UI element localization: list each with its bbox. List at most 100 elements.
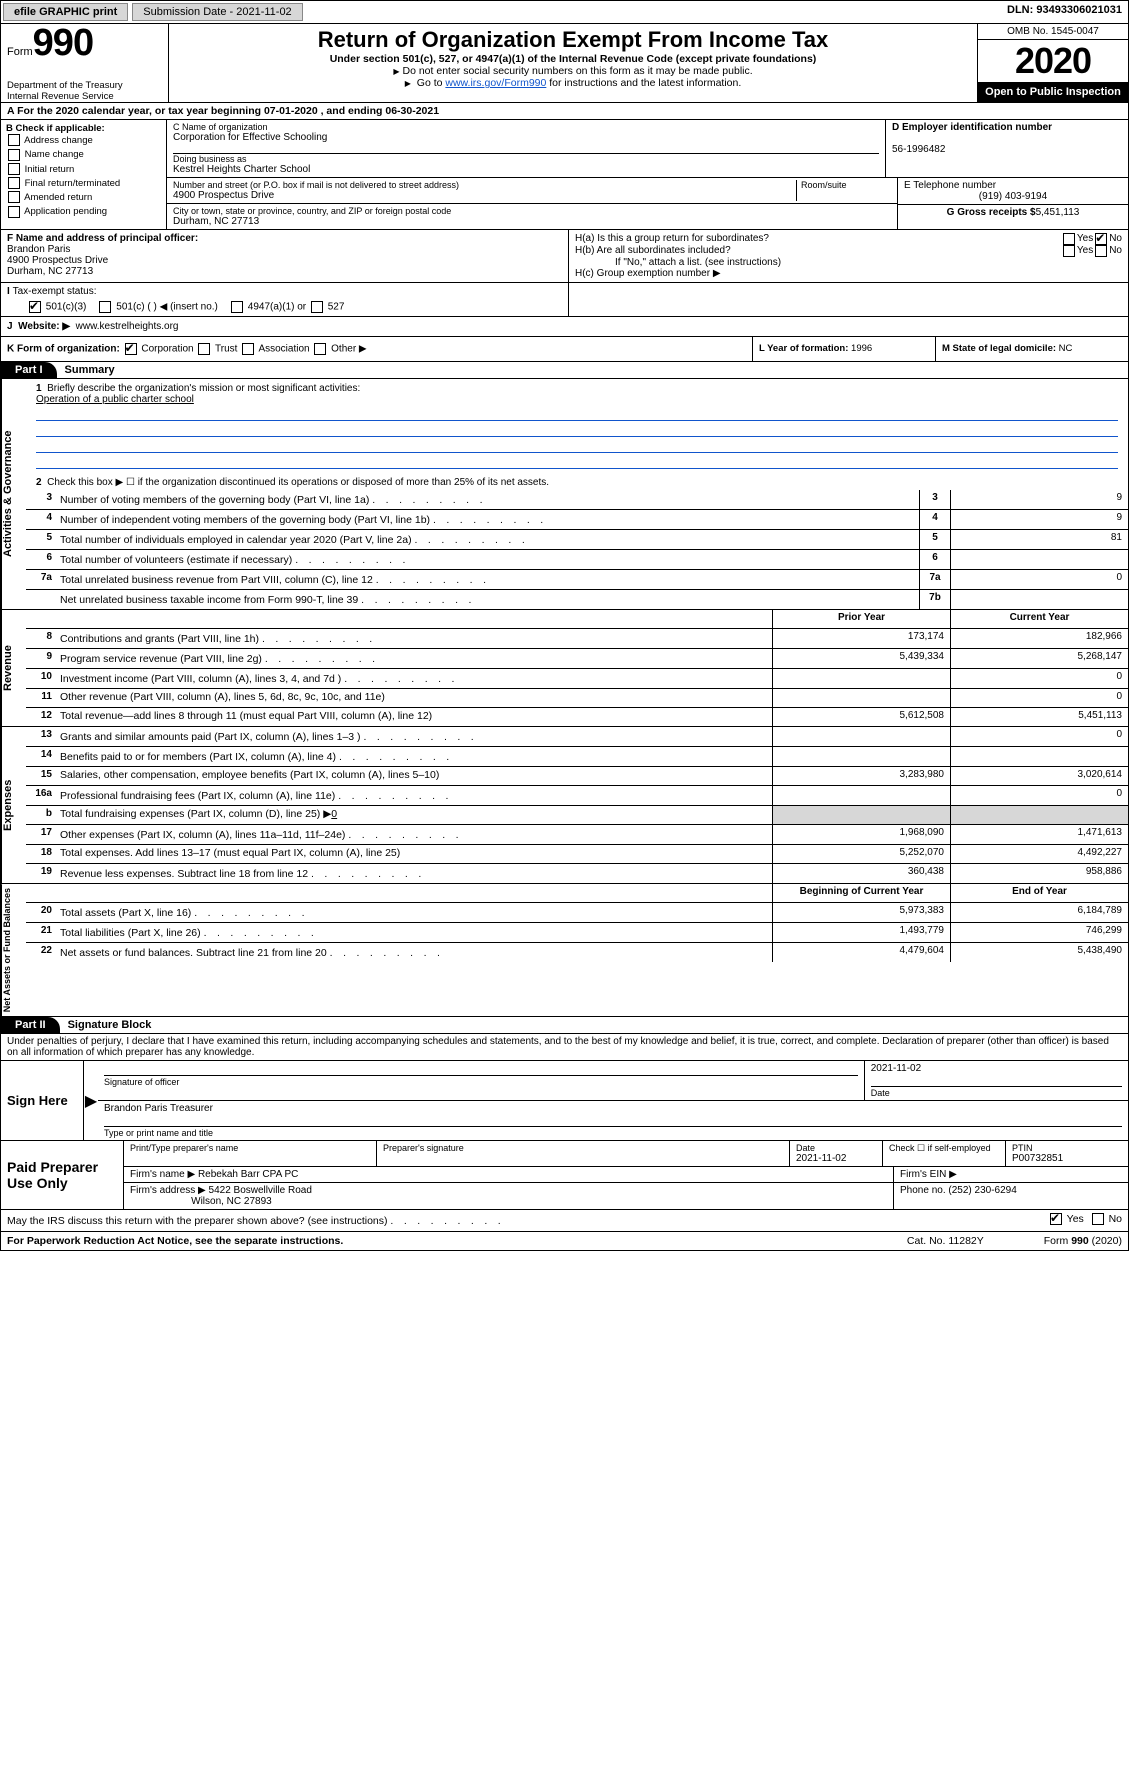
line-21: 21Total liabilities (Part X, line 26) 1,… bbox=[26, 922, 1128, 942]
l20-text: Total assets (Part X, line 16) bbox=[56, 903, 772, 922]
l7a-value: 0 bbox=[950, 570, 1128, 589]
cb-address-change[interactable]: Address change bbox=[6, 134, 161, 148]
l8-text: Contributions and grants (Part VIII, lin… bbox=[56, 629, 772, 648]
ptin-value: P00732851 bbox=[1012, 1153, 1063, 1164]
l12-curr: 5,451,113 bbox=[950, 708, 1128, 726]
l16a-curr: 0 bbox=[950, 786, 1128, 805]
block-h: H(a) Is this a group return for subordin… bbox=[569, 230, 1128, 282]
cb-final[interactable]: Final return/terminated bbox=[6, 177, 161, 191]
form-990: efile GRAPHIC print Submission Date - 20… bbox=[0, 0, 1129, 1251]
l18-text: Total expenses. Add lines 13–17 (must eq… bbox=[56, 845, 772, 863]
cb-527[interactable] bbox=[311, 301, 323, 313]
i-label: Tax-exempt status: bbox=[13, 286, 97, 297]
block-i: I Tax-exempt status: 501(c)(3) 501(c) ( … bbox=[1, 283, 1128, 317]
ha-label: H(a) Is this a group return for subordin… bbox=[575, 233, 1061, 245]
phone-label: Phone no. bbox=[900, 1185, 946, 1196]
cb-corp[interactable] bbox=[125, 343, 137, 355]
part-ii-title: Signature Block bbox=[60, 1019, 152, 1031]
side-net: Net Assets or Fund Balances bbox=[1, 884, 26, 1016]
l15-prior: 3,283,980 bbox=[772, 767, 950, 785]
sign-here-label: Sign Here bbox=[1, 1061, 84, 1140]
firm-addr2: Wilson, NC 27893 bbox=[191, 1196, 272, 1207]
line-7b: Net unrelated business taxable income fr… bbox=[26, 589, 1128, 609]
goto-post: for instructions and the latest informat… bbox=[546, 77, 741, 89]
l8-prior: 173,174 bbox=[772, 629, 950, 648]
efile-graphic-button[interactable]: efile GRAPHIC print bbox=[3, 3, 128, 21]
ha-no[interactable] bbox=[1095, 233, 1107, 245]
cb-501c[interactable] bbox=[99, 301, 111, 313]
l19-text: Revenue less expenses. Subtract line 18 … bbox=[56, 864, 772, 883]
cb-501c3[interactable] bbox=[29, 301, 41, 313]
hb-yes[interactable] bbox=[1063, 245, 1075, 257]
part-ii-tab: Part II bbox=[1, 1017, 60, 1033]
l21-text: Total liabilities (Part X, line 26) bbox=[56, 923, 772, 942]
l13-curr: 0 bbox=[950, 727, 1128, 746]
e-label: E Telephone number bbox=[904, 180, 996, 191]
block-klm: K Form of organization: Corporation Trus… bbox=[1, 337, 1128, 362]
l16a-prior bbox=[772, 786, 950, 805]
line-12: 12Total revenue—add lines 8 through 11 (… bbox=[26, 707, 1128, 726]
cb-amended[interactable]: Amended return bbox=[6, 191, 161, 205]
l7a-text: Total unrelated business revenue from Pa… bbox=[56, 570, 919, 589]
omb-number: OMB No. 1545-0047 bbox=[978, 24, 1128, 40]
cb-other[interactable] bbox=[314, 343, 326, 355]
revenue-section: Revenue Prior Year Current Year 8Contrib… bbox=[1, 610, 1128, 726]
officer-name: Brandon Paris bbox=[7, 244, 70, 255]
l19-prior: 360,438 bbox=[772, 864, 950, 883]
k-label: K Form of organization: bbox=[7, 344, 120, 355]
discuss-row: May the IRS discuss this return with the… bbox=[1, 1210, 1128, 1232]
street-address: 4900 Prospectus Drive bbox=[173, 190, 274, 201]
l3-text: Number of voting members of the governin… bbox=[56, 490, 919, 509]
cb-name-change[interactable]: Name change bbox=[6, 148, 161, 162]
form-prefix: Form bbox=[7, 46, 33, 58]
ha-yes[interactable] bbox=[1063, 233, 1075, 245]
l11-text: Other revenue (Part VIII, column (A), li… bbox=[56, 689, 772, 707]
cb-4947[interactable] bbox=[231, 301, 243, 313]
cb-initial[interactable]: Initial return bbox=[6, 163, 161, 177]
d-label: D Employer identification number bbox=[892, 122, 1052, 133]
l13-text: Grants and similar amounts paid (Part IX… bbox=[56, 727, 772, 746]
period-row: A For the 2020 calendar year, or tax yea… bbox=[1, 103, 1128, 120]
discuss-yes[interactable] bbox=[1050, 1213, 1062, 1225]
part-i-tab: Part I bbox=[1, 362, 57, 378]
l22-text: Net assets or fund balances. Subtract li… bbox=[56, 943, 772, 962]
paid-preparer-row: Paid Preparer Use Only Print/Type prepar… bbox=[1, 1141, 1128, 1210]
l15-text: Salaries, other compensation, employee b… bbox=[56, 767, 772, 785]
line-15: 15Salaries, other compensation, employee… bbox=[26, 766, 1128, 785]
assoc-label: Association bbox=[258, 344, 309, 355]
cb-assoc[interactable] bbox=[242, 343, 254, 355]
goto-note: Go to www.irs.gov/Form990 for instructio… bbox=[179, 77, 967, 89]
form-number: 990 bbox=[33, 22, 93, 64]
l22-curr: 5,438,490 bbox=[950, 943, 1128, 962]
cb-trust[interactable] bbox=[198, 343, 210, 355]
m-label: M State of legal domicile: bbox=[942, 343, 1056, 354]
trust-label: Trust bbox=[215, 344, 237, 355]
org-name: Corporation for Effective Schooling bbox=[173, 132, 327, 143]
discuss-no[interactable] bbox=[1092, 1213, 1104, 1225]
l11-curr: 0 bbox=[950, 689, 1128, 707]
l4-value: 9 bbox=[950, 510, 1128, 529]
prep-sig-label: Preparer's signature bbox=[383, 1143, 783, 1153]
footer-center: Cat. No. 11282Y bbox=[907, 1235, 984, 1247]
hdr-current: Current Year bbox=[950, 610, 1128, 628]
sig-date: 2021-11-02 bbox=[871, 1063, 921, 1074]
block-l: L Year of formation: 1996 bbox=[752, 337, 935, 361]
part-ii-header: Part II Signature Block bbox=[1, 1016, 1128, 1034]
l18-prior: 5,252,070 bbox=[772, 845, 950, 863]
hb-no[interactable] bbox=[1095, 245, 1107, 257]
block-f: F Name and address of principal officer:… bbox=[1, 230, 569, 282]
l16b-value: 0 bbox=[331, 808, 337, 820]
cb-application[interactable]: Application pending bbox=[6, 205, 161, 219]
l22-prior: 4,479,604 bbox=[772, 943, 950, 962]
city-label: City or town, state or province, country… bbox=[173, 206, 891, 216]
line-18: 18Total expenses. Add lines 13–17 (must … bbox=[26, 844, 1128, 863]
sign-here-row: Sign Here ▶ Signature of officer 2021-11… bbox=[1, 1061, 1128, 1141]
irs-link[interactable]: www.irs.gov/Form990 bbox=[445, 77, 546, 89]
dba-name: Kestrel Heights Charter School bbox=[173, 164, 310, 175]
ssn-note: Do not enter social security numbers on … bbox=[179, 65, 967, 77]
corp-label: Corporation bbox=[141, 344, 193, 355]
goto-pre: Go to bbox=[417, 77, 446, 89]
b-header: B Check if applicable: bbox=[6, 123, 105, 134]
l21-prior: 1,493,779 bbox=[772, 923, 950, 942]
hdr-beginning: Beginning of Current Year bbox=[772, 884, 950, 902]
